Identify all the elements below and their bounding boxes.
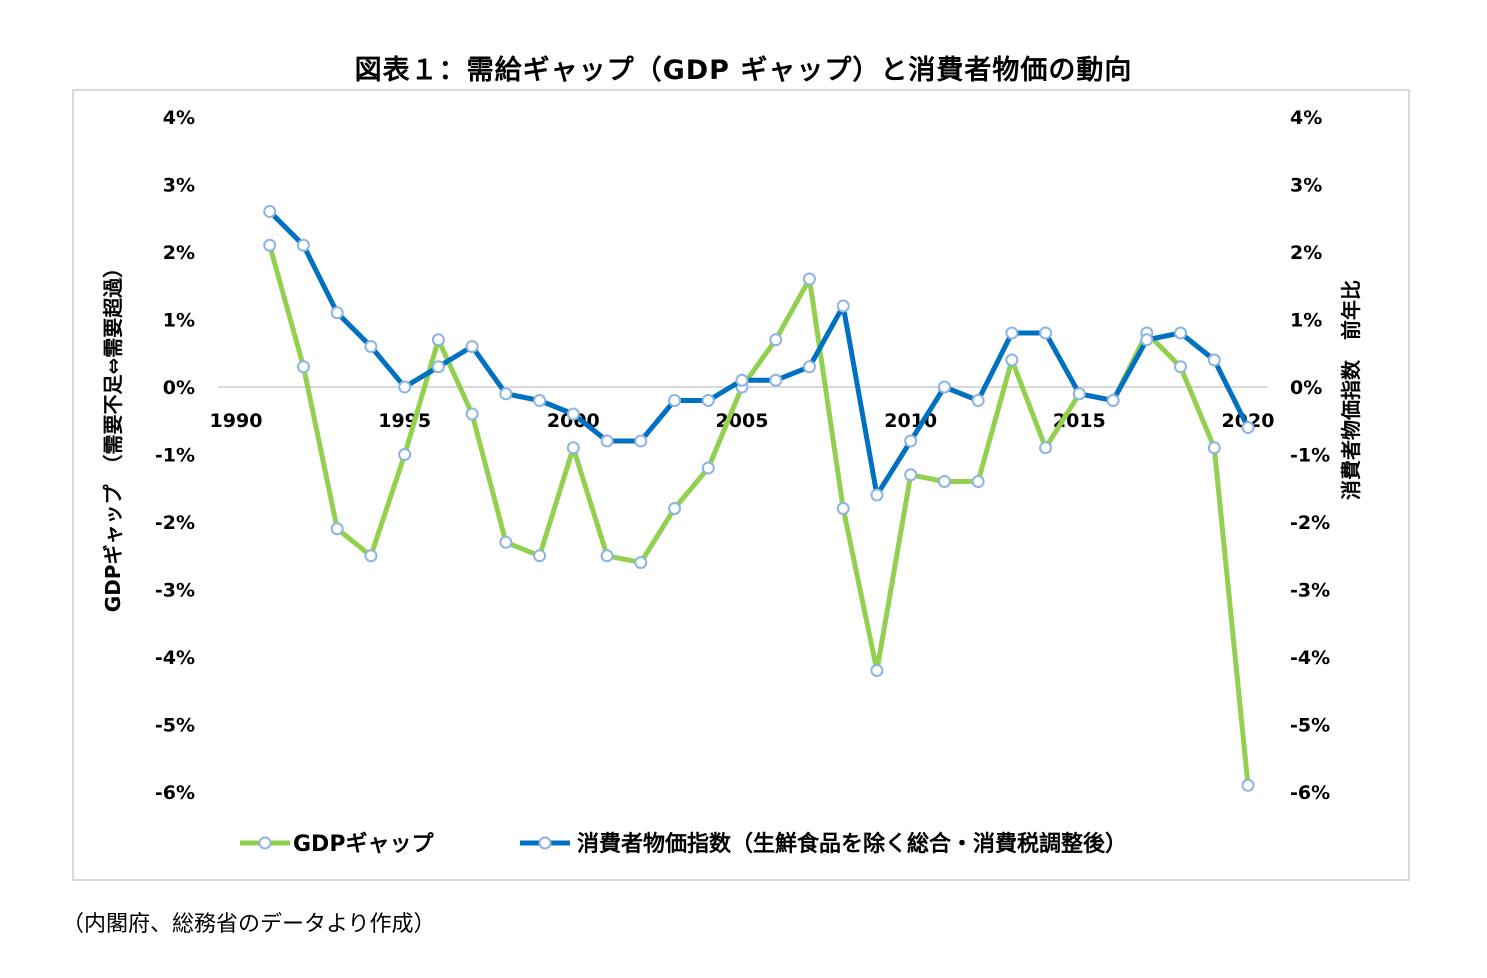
right-y-tick-label: -1% [1290,445,1330,467]
left-y-tick-label: 0% [163,377,195,399]
data-point [1174,326,1188,340]
data-point [465,340,479,353]
right-y-axis-title: 消費者物価指数 前年比 [1339,280,1363,500]
data-point [701,461,715,475]
data-point [566,407,580,421]
data-point [533,394,547,407]
data-point [431,333,445,347]
left-y-tick-label: 2% [163,242,195,264]
left-y-tick-label: -2% [155,512,195,534]
data-point [1005,353,1019,367]
data-point [263,238,277,252]
right-y-tick-label: 1% [1290,310,1322,332]
data-point [735,373,749,387]
left-y-tick-label: -6% [155,782,195,804]
legend-label-cpi: 消費者物価指数（生鮮食品を除く総合・消費税調整後） [577,831,1127,857]
data-point [1207,441,1221,455]
left-y-tick-labels: 4% 3% 2% 1% 0% -1% -2% -3% -4% -5% -6% [155,107,195,804]
data-point [634,434,648,448]
series-0 [263,238,1255,792]
data-point [1106,394,1120,407]
left-y-tick-label: -5% [155,715,195,737]
data-point [398,448,412,461]
data-point [870,488,884,502]
data-point [296,360,310,374]
data-point [971,475,985,488]
data-point [330,522,344,536]
right-y-tick-label: -3% [1290,580,1330,602]
data-point [364,549,378,563]
data-point [499,387,513,401]
right-y-tick-label: -2% [1290,512,1330,534]
right-y-tick-labels: 4% 3% 2% 1% 0% -1% -2% -3% -4% -5% -6% [1290,107,1330,804]
data-point [836,502,850,515]
legend-label-gdp: GDPギャップ [293,832,434,857]
left-y-tick-label: -1% [155,445,195,467]
legend: GDPギャップ 消費者物価指数（生鮮食品を除く総合・消費税調整後） [240,831,1127,857]
x-tick-label: 1995 [378,410,431,432]
right-y-tick-label: 3% [1290,175,1322,197]
data-point [634,556,648,569]
series-1 [263,205,1255,502]
data-point [1005,326,1019,340]
data-point [1174,360,1188,374]
left-y-tick-label: 4% [163,107,195,129]
data-point [1072,387,1086,401]
right-y-tick-label: -6% [1290,782,1330,804]
data-point [1039,326,1053,340]
x-tick-labels: 1990199520002005201020152020 [210,410,1275,432]
data-point [769,333,783,347]
data-point [600,434,614,448]
data-point [1207,353,1221,367]
legend-swatch-gdp-marker [258,836,272,850]
data-point [904,434,918,448]
series-line [267,209,1251,498]
right-y-tick-label: 4% [1290,107,1322,129]
right-y-tick-label: 0% [1290,377,1322,399]
data-point [668,502,682,515]
legend-swatch-cpi-marker [538,836,552,850]
data-point [465,407,479,421]
data-point [263,205,277,218]
left-y-tick-label: 1% [163,310,195,332]
chart-frame [72,89,1410,881]
right-y-tick-label: -5% [1290,715,1330,737]
left-y-tick-label: -3% [155,580,195,602]
data-point [937,380,951,394]
data-point [431,360,445,374]
data-point [1241,421,1255,434]
data-point [364,340,378,353]
right-y-tick-label: 2% [1290,242,1322,264]
data-point [330,306,344,320]
data-point [802,272,816,286]
series-line [267,242,1251,788]
data-point [1140,333,1154,347]
data-point [600,549,614,563]
data-point [296,238,310,252]
data-point [566,441,580,455]
data-point [398,380,412,394]
left-y-tick-label: 3% [163,175,195,197]
left-y-tick-label: -4% [155,647,195,669]
left-y-axis-title: GDPギャップ （需要不足⇔需要超過） [101,258,125,612]
data-point [937,475,951,488]
data-point [533,549,547,563]
x-tick-label: 1990 [210,410,263,432]
right-y-tick-label: -4% [1290,647,1330,669]
data-point [802,360,816,374]
source-note: （内閣府、総務省のデータより作成） [62,912,436,937]
data-point [870,664,884,677]
data-point [836,299,850,313]
data-point [904,468,918,482]
chart-title: 図表１：需給ギャップ（GDP ギャップ）と消費者物価の動向 [354,55,1133,86]
data-point [971,394,985,407]
series-group [263,205,1255,792]
data-point [668,394,682,407]
data-point [1241,778,1255,792]
data-point [701,394,715,407]
data-point [1039,441,1053,455]
data-point [499,535,513,549]
data-point [769,373,783,387]
